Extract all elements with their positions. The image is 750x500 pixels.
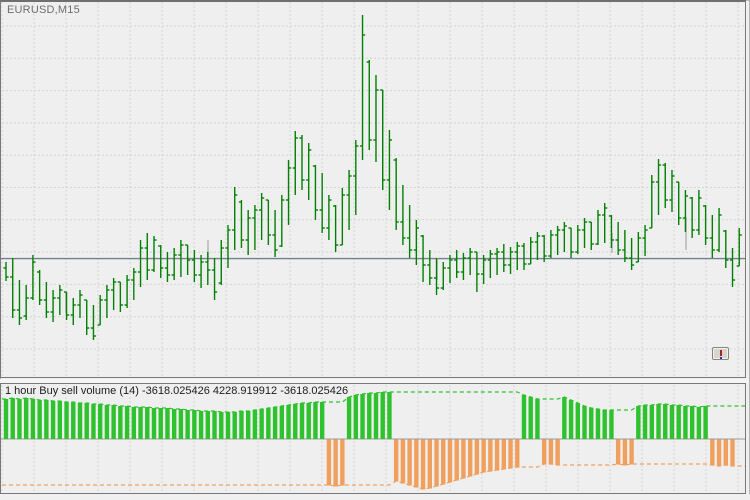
volume-indicator-pane[interactable] — [0, 383, 746, 494]
pane-splitter[interactable] — [0, 379, 748, 383]
exclamation-icon-stem — [720, 350, 722, 356]
price-chart-pane[interactable] — [0, 0, 746, 378]
exclamation-alert-icon[interactable] — [712, 347, 729, 360]
indicator-values-label: 1 hour Buy sell volume (14) -3618.025426… — [5, 385, 349, 397]
exclamation-icon-dot — [720, 357, 722, 359]
symbol-period-label: EURUSD,M15 — [7, 4, 80, 16]
window-bottom-edge — [0, 494, 750, 500]
